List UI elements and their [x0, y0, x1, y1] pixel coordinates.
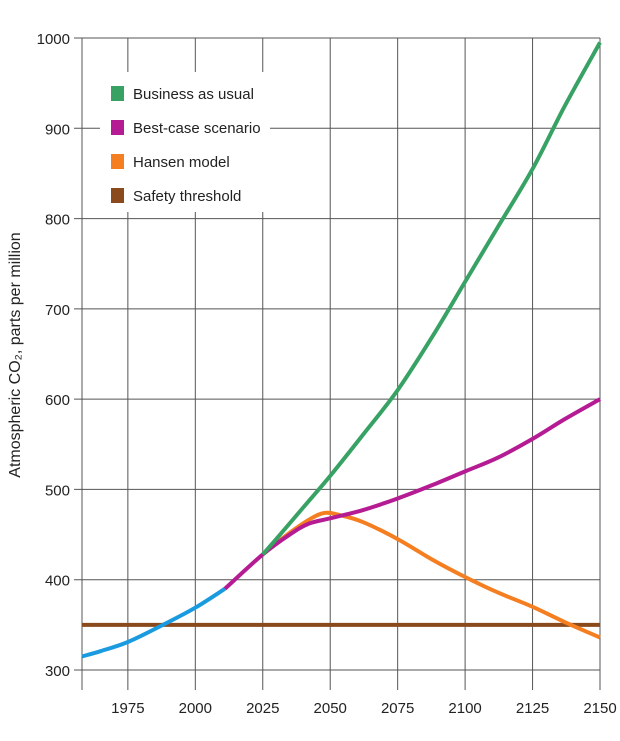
y-tick-label: 500 [45, 482, 70, 499]
x-tick-label: 2100 [448, 700, 481, 717]
x-tick-label: 2000 [179, 700, 212, 717]
x-tick-label: 2150 [583, 700, 616, 717]
legend-swatch [111, 120, 124, 135]
y-tick-label: 400 [45, 573, 70, 590]
legend-swatch [111, 86, 124, 101]
legend-label: Hansen model [133, 154, 230, 171]
y-tick-label: 900 [45, 121, 70, 138]
x-tick-label: 1975 [111, 700, 144, 717]
series-lines [81, 41, 602, 659]
legend-swatch [111, 188, 124, 203]
series-line-business-as-usual [261, 41, 602, 556]
series-line-best-case-scenario [223, 397, 601, 591]
series-line-historical [81, 587, 227, 659]
x-tick-label: 2125 [516, 700, 549, 717]
y-tick-label: 1000 [37, 31, 70, 48]
series-line-hansen-model [261, 510, 601, 640]
x-tick-label: 2050 [314, 700, 347, 717]
legend-label: Business as usual [133, 86, 254, 103]
y-tick-label: 700 [45, 302, 70, 319]
y-tick-label: 600 [45, 392, 70, 409]
y-tick-label: 800 [45, 212, 70, 229]
x-tick-label: 2075 [381, 700, 414, 717]
axes: 300 400 500 600 700 800 900 1000 1975 2000 2025 205… [37, 31, 617, 717]
y-axis-label: Atmospheric CO₂, parts per million [7, 232, 24, 477]
x-tick-label: 2025 [246, 700, 279, 717]
legend-label: Best-case scenario [133, 120, 261, 137]
legend-label: Safety threshold [133, 188, 241, 205]
legend: Business as usual Best-case scenario Hanse… [100, 72, 270, 212]
legend-background [100, 72, 270, 212]
legend-swatch [111, 154, 124, 169]
y-tick-label: 300 [45, 663, 70, 680]
